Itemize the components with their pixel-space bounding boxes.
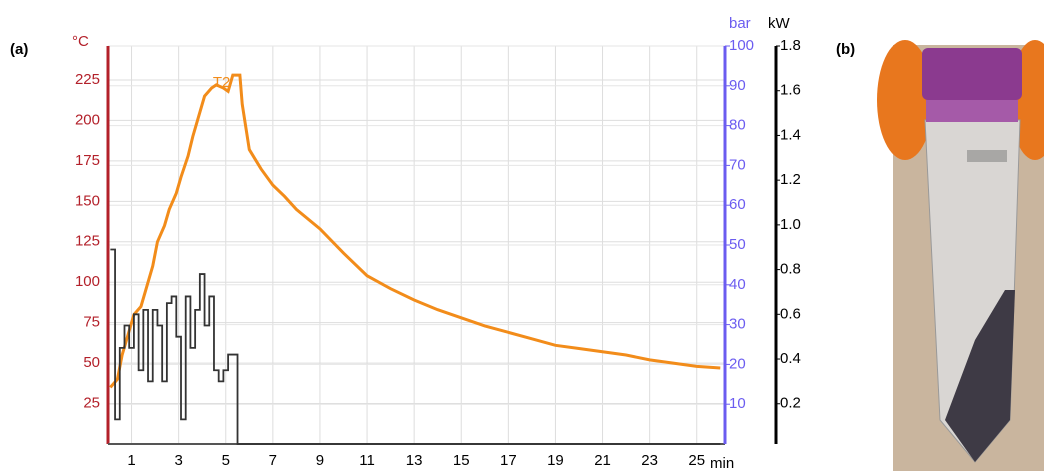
x-tick-label: 1 [127,452,135,469]
x-tick-label: 13 [406,452,423,469]
annotation: T2 [213,74,231,91]
x-tick-label: 25 [688,452,705,469]
y3-tick-label: 0.8 [780,261,801,278]
y-tick-label: 100 [75,273,100,290]
series-line [110,249,720,444]
panel-label: (b) [836,41,855,58]
y-tick-label: 200 [75,111,100,128]
x-tick-label: 21 [594,452,611,469]
y-tick-label: 25 [83,395,100,412]
x-tick-label: 9 [316,452,324,469]
y2-tick-label: 90 [729,77,746,94]
y2-tick-label: 40 [729,276,746,293]
figure: (a) (b) 25507510012515017520022510203040… [0,0,1044,471]
panel-label: (a) [10,41,28,58]
y2-tick-label: 60 [729,196,746,213]
y3-tick-label: 1.4 [780,126,801,143]
x-tick-label: 11 [359,452,375,469]
y-tick-label: 175 [75,152,100,169]
x-tick-label: 17 [500,452,517,469]
y3-tick-label: 1.2 [780,171,801,188]
y-tick-label: 50 [83,354,100,371]
y3-tick-label: 0.6 [780,305,801,322]
y2-tick-label: 80 [729,117,746,134]
x-tick-label: 19 [547,452,564,469]
x-tick-label: 15 [453,452,470,469]
y3-tick-label: 0.2 [780,395,801,412]
y-tick-label: 125 [75,233,100,250]
y2-tick-label: 50 [729,236,746,253]
y3-tick-label: 1.6 [780,82,801,99]
y2-tick-label: 20 [729,355,746,372]
x-tick-label: 23 [641,452,658,469]
y3-tick-label: 1.0 [780,216,801,233]
x-tick-label: 5 [222,452,230,469]
y-tick-label: 75 [83,314,100,331]
y2-tick-label: 100 [729,37,754,54]
y3-tick-label: 1.8 [780,37,801,54]
y3-axis-label: kW [768,15,791,32]
y2-tick-label: 10 [729,395,746,412]
y2-tick-label: 30 [729,316,746,333]
y2-axis-label: bar [729,15,751,32]
y-tick-label: 225 [75,71,100,88]
y2-tick-label: 70 [729,156,746,173]
x-tick-label: 3 [174,452,182,469]
y-tick-label: 150 [75,192,100,209]
series-line [110,75,720,387]
x-tick-label: 7 [269,452,277,469]
photo [877,40,1044,471]
x-axis-label: min [710,455,734,471]
y3-tick-label: 0.4 [780,350,801,367]
y-axis-label: °C [72,33,89,50]
